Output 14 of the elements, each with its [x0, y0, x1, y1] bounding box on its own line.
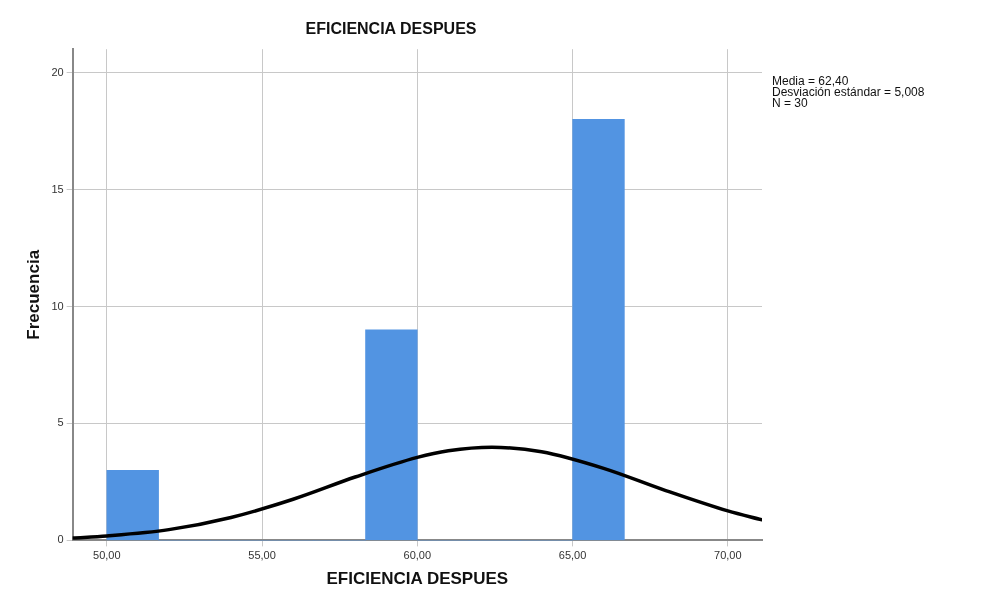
- text: N = 30: [772, 95, 809, 110]
- x-tick-label: 50,00: [93, 549, 121, 562]
- y-tick-label: 0: [57, 533, 64, 546]
- chart-title: EFICIENCIA DESPUES: [305, 20, 477, 38]
- y-axis-title: Frecuencia: [23, 249, 43, 340]
- y-tick-label: 15: [51, 182, 64, 195]
- x-axis-title: EFICIENCIA DESPUES: [326, 569, 509, 589]
- y-tick-label: 5: [57, 416, 64, 429]
- x-tick-label: 65,00: [558, 549, 587, 562]
- y-tick-label: 20: [51, 65, 64, 78]
- y-tick-label: 10: [51, 299, 64, 312]
- x-tick-label: 70,00: [714, 549, 742, 562]
- x-tick-label: 55,00: [248, 549, 276, 562]
- x-tick-label: 60,00: [403, 549, 432, 562]
